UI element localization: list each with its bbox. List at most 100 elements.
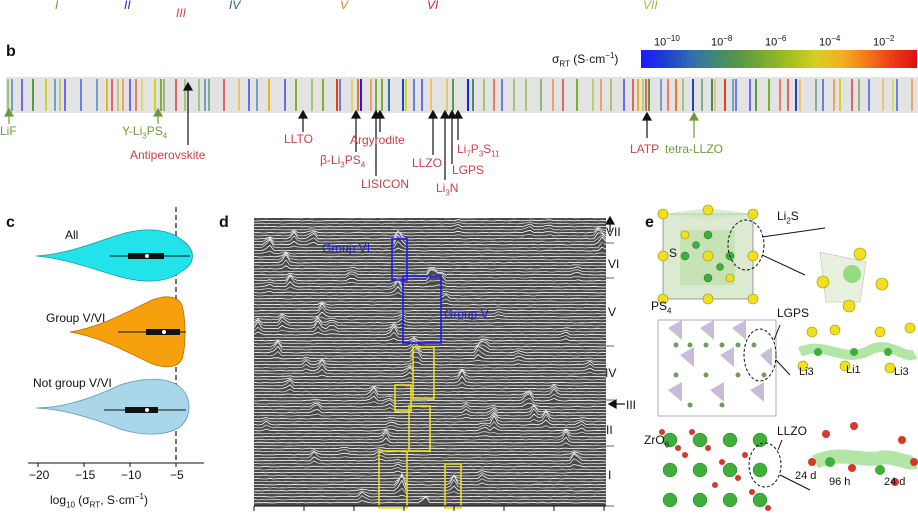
xrd-trace <box>254 323 606 333</box>
xrd-trace <box>254 474 606 486</box>
annotation-llto: LLTO <box>284 132 313 146</box>
xrd-trace <box>254 356 606 363</box>
xrd-trace <box>254 379 606 387</box>
group-tick-vi: VI <box>608 257 620 271</box>
label-24d-left: 24 d <box>795 470 817 482</box>
x-tick-m20: −20 <box>29 468 50 482</box>
violin-not-group-v-vi <box>35 378 190 435</box>
x-tick-m5: −5 <box>170 468 184 482</box>
group-tick-iii: III <box>626 398 637 412</box>
xrd-trace <box>254 348 606 357</box>
violin-all <box>35 229 193 282</box>
xrd-trace <box>254 474 606 480</box>
label-s: S <box>669 246 678 260</box>
violin-label-not-group: Not group V/VI <box>33 376 112 390</box>
violin-group-v-vi <box>69 296 186 368</box>
xrd-trace <box>254 219 606 222</box>
xrd-trace <box>254 390 606 399</box>
label-lgps: LGPS <box>777 306 810 320</box>
xrd-trace <box>254 470 606 474</box>
label-zro6: ZrO6 <box>644 433 670 450</box>
xrd-trace <box>254 384 606 390</box>
x-tick-m10: −10 <box>121 468 142 482</box>
xrd-trace <box>254 317 606 327</box>
xrd-trace <box>254 223 606 228</box>
colorbar-tick: 10−8 <box>711 34 733 49</box>
xrd-trace <box>254 491 606 498</box>
xrd-trace <box>254 253 606 264</box>
xrd-trace <box>254 302 606 312</box>
annotation-y-li3ps4: Y-Li3PS4 <box>122 124 168 141</box>
xrd-trace <box>254 285 606 294</box>
xrd-trace <box>254 458 606 465</box>
group-label-iv: IV <box>229 0 241 12</box>
xrd-trace <box>254 341 606 351</box>
xrd-trace <box>254 221 606 225</box>
group-v-box <box>402 275 442 344</box>
xrd-trace <box>254 320 606 330</box>
annotation-argyrodite: Argyrodite <box>350 133 405 147</box>
group-label-iii: III <box>176 6 187 20</box>
violin-label-all: All <box>65 228 79 242</box>
xrd-trace <box>254 448 606 453</box>
xrd-trace <box>254 472 606 477</box>
group-label-v: V <box>340 0 349 12</box>
group-tick-v: V <box>608 305 617 319</box>
xrd-traces <box>254 218 606 504</box>
xrd-trace <box>254 311 606 318</box>
xrd-trace <box>254 471 606 489</box>
xrd-trace <box>254 451 606 459</box>
xrd-trace <box>254 479 606 492</box>
annotation-li7p3s11: Li7P3S11 <box>457 142 500 159</box>
annotation-tetra-llzo: tetra-LLZO <box>665 142 724 156</box>
xrd-trace <box>254 279 606 291</box>
panel-c-xlabel: log10 (σRT, S·cm−1) <box>50 492 148 510</box>
xrd-trace <box>254 325 606 336</box>
xrd-trace <box>254 495 606 501</box>
xrd-trace <box>254 386 606 393</box>
xrd-trace <box>254 375 606 384</box>
panel-c-letter: c <box>6 214 15 231</box>
xrd-trace <box>254 233 606 246</box>
label-96h: 96 h <box>829 476 851 488</box>
xrd-trace <box>254 269 606 279</box>
xrd-trace <box>254 293 606 300</box>
xrd-trace <box>254 229 606 243</box>
xrd-trace <box>254 302 606 306</box>
panel-e-letter: e <box>645 214 654 231</box>
xrd-trace <box>254 397 606 405</box>
xrd-trace <box>254 302 606 309</box>
colorbar-tick: 10−10 <box>654 34 680 49</box>
group-tick-vii: VII <box>606 225 621 239</box>
xrd-trace <box>254 251 606 258</box>
annotation-llzo: LLZO <box>412 156 443 170</box>
xrd-trace <box>254 351 606 360</box>
highlight-box <box>412 346 435 400</box>
group-label-vi: VI <box>427 0 439 12</box>
xrd-trace <box>254 228 606 237</box>
label-li1: Li1 <box>846 364 861 376</box>
colorbar-gradient <box>641 50 917 68</box>
violin-plot <box>28 207 204 467</box>
violin-label-group-v-vi: Group V/VI <box>46 311 106 325</box>
diffraction-plot <box>254 218 606 506</box>
highlight-box <box>408 405 431 452</box>
group-label-i: I <box>55 0 59 12</box>
xrd-trace <box>254 463 606 468</box>
annotation-lisicon: LISICON <box>361 177 410 191</box>
label-llzo: LLZO <box>777 424 808 438</box>
xrd-trace <box>254 359 606 366</box>
x-tick-m15: −15 <box>75 468 96 482</box>
panel-b-arrows <box>3 81 700 180</box>
xrd-trace <box>254 292 606 297</box>
box-label-group-v: Group V <box>444 307 489 321</box>
li2s-structure <box>657 204 889 313</box>
highlight-box <box>444 463 462 509</box>
xrd-trace <box>254 331 606 339</box>
group-vi-box <box>391 238 408 281</box>
xrd-trace <box>254 453 606 462</box>
xrd-trace <box>254 369 606 381</box>
box-label-group-vi: Group VI <box>322 241 371 255</box>
barcode-background <box>6 77 918 113</box>
